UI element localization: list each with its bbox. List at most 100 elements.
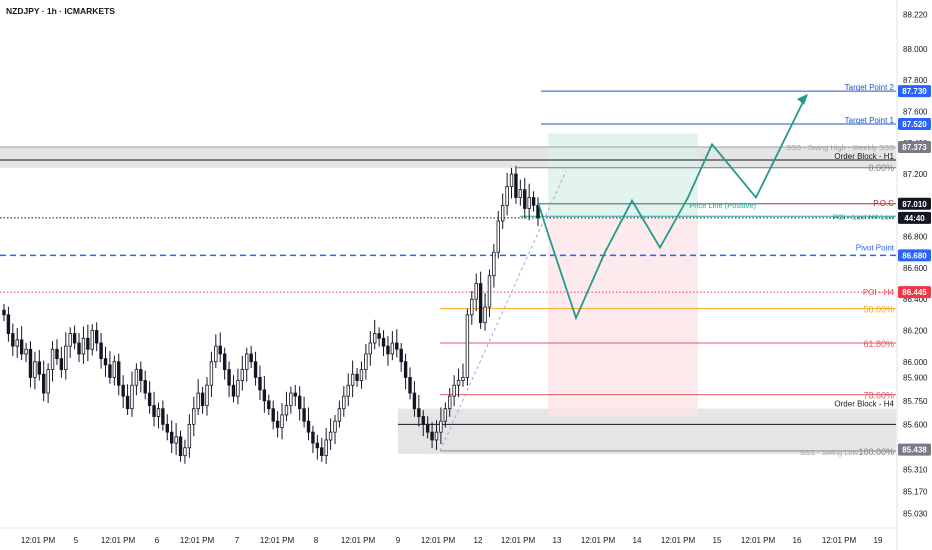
level-label-0-00: 0.00% — [868, 163, 894, 173]
level-label-target-point-1: Target Point 1 — [845, 116, 895, 125]
candle-body — [448, 395, 452, 410]
candle-body — [24, 348, 28, 355]
candle-body — [417, 408, 421, 417]
time-tick-label: 12:01 PM — [180, 536, 215, 545]
time-tick-label: 7 — [235, 536, 240, 545]
candle-body — [152, 405, 156, 417]
candle-body — [487, 275, 492, 308]
level-label-100-00: 100.00% — [858, 447, 894, 457]
candle-body — [72, 333, 77, 344]
level-label-sss-swing-high-weekly-sss: SSS - Swing High - Weekly SSS — [786, 143, 894, 152]
candle-body — [262, 389, 267, 402]
candle-body — [514, 173, 518, 198]
candle-body — [11, 333, 15, 347]
price-badge-bg — [898, 443, 931, 456]
candle-body — [178, 436, 183, 457]
candle-body — [209, 361, 214, 386]
price-badge-label: 85.438 — [902, 446, 927, 455]
level-label-price-line-positive: Price Line (Positive) — [689, 201, 756, 210]
price-badge-bg — [898, 286, 931, 299]
price-badge-bg — [898, 118, 931, 131]
time-tick-label: 12:01 PM — [661, 536, 696, 545]
candle-body — [187, 423, 192, 449]
candle-body — [183, 447, 187, 457]
candle-body — [196, 392, 200, 410]
candle-body — [443, 408, 448, 422]
price-badge-bg — [898, 140, 931, 153]
candle-body — [368, 342, 372, 355]
time-tick-label: 8 — [314, 536, 319, 545]
price-badge-label: 86.445 — [902, 288, 927, 297]
price-tick-label: 87.800 — [903, 76, 928, 85]
candle-body — [306, 420, 311, 433]
time-tick-label: 12:01 PM — [741, 536, 776, 545]
candle-body — [130, 384, 134, 410]
time-tick-label: 12:01 PM — [260, 536, 295, 545]
candle-body — [108, 364, 112, 378]
candle-body — [267, 400, 271, 410]
candle-body — [121, 384, 125, 397]
candle-body — [245, 353, 249, 370]
candle-body — [55, 348, 59, 360]
candle-body — [364, 353, 368, 370]
candle-body — [328, 431, 333, 441]
candle-body — [500, 204, 505, 222]
price-badge-bg — [898, 249, 931, 262]
levels-layer: Target Point 2 Target Point 1 SSS - Swing … — [0, 83, 896, 457]
candle-body — [103, 358, 108, 366]
time-axis[interactable]: 12:01 PM 5 12:01 PM 6 12:01 PM 7 12:01 PM 8 12:0… — [21, 536, 883, 545]
candle-body — [2, 309, 6, 316]
candle-body — [42, 373, 46, 394]
candle-body — [452, 384, 456, 397]
candle-body — [99, 342, 103, 360]
price-tick-label: 87.600 — [903, 107, 928, 116]
candle-body — [509, 173, 514, 187]
candle-body — [324, 439, 328, 457]
candle-body — [527, 197, 531, 209]
candle-body — [50, 348, 55, 370]
level-label-50-00: 50.00% — [863, 305, 894, 315]
candle-body — [147, 392, 152, 406]
projection-arrowhead — [797, 93, 808, 105]
candle-body — [218, 345, 222, 355]
price-badge-bg — [898, 85, 931, 98]
time-tick-label: 12:01 PM — [101, 536, 136, 545]
candle-body — [258, 377, 262, 391]
projection-path — [537, 95, 807, 321]
price-badge-label: 87.730 — [902, 87, 927, 96]
candle-body — [430, 431, 434, 441]
candle-body — [474, 283, 478, 300]
price-badge-label: 44:40 — [904, 214, 925, 223]
time-tick-label: 16 — [793, 536, 802, 545]
candle-body — [143, 380, 147, 394]
candle-body — [297, 395, 302, 410]
candle-body — [390, 342, 395, 355]
candle-body — [59, 358, 64, 370]
candle-body — [253, 361, 258, 378]
time-tick-label: 6 — [155, 536, 160, 545]
level-label-sss-swing-low: SSS - Swing Low — [800, 448, 859, 457]
candle-body — [231, 384, 236, 397]
price-tick-label: 87.200 — [903, 170, 928, 179]
price-tick-label: 88.000 — [903, 45, 928, 54]
candle-body — [156, 408, 161, 417]
candle-body — [134, 369, 139, 386]
candle-body — [536, 204, 540, 219]
candle-body — [465, 314, 470, 378]
time-tick-label: 12:01 PM — [581, 536, 616, 545]
price-badge-label: 87.373 — [902, 143, 927, 152]
price-tick-label: 86.400 — [903, 295, 928, 304]
overlay-layer — [537, 93, 808, 321]
zones-layer — [0, 133, 896, 455]
candle-body — [139, 369, 143, 381]
candle-body — [355, 373, 359, 381]
price-badge-label: 87.520 — [902, 120, 927, 129]
candle-body — [28, 348, 33, 378]
price-tick-label: 85.750 — [903, 397, 928, 406]
candle-body — [350, 373, 355, 386]
candle-body — [240, 369, 245, 381]
time-tick-label: 12:01 PM — [822, 536, 857, 545]
price-tick-label: 86.000 — [903, 358, 928, 367]
